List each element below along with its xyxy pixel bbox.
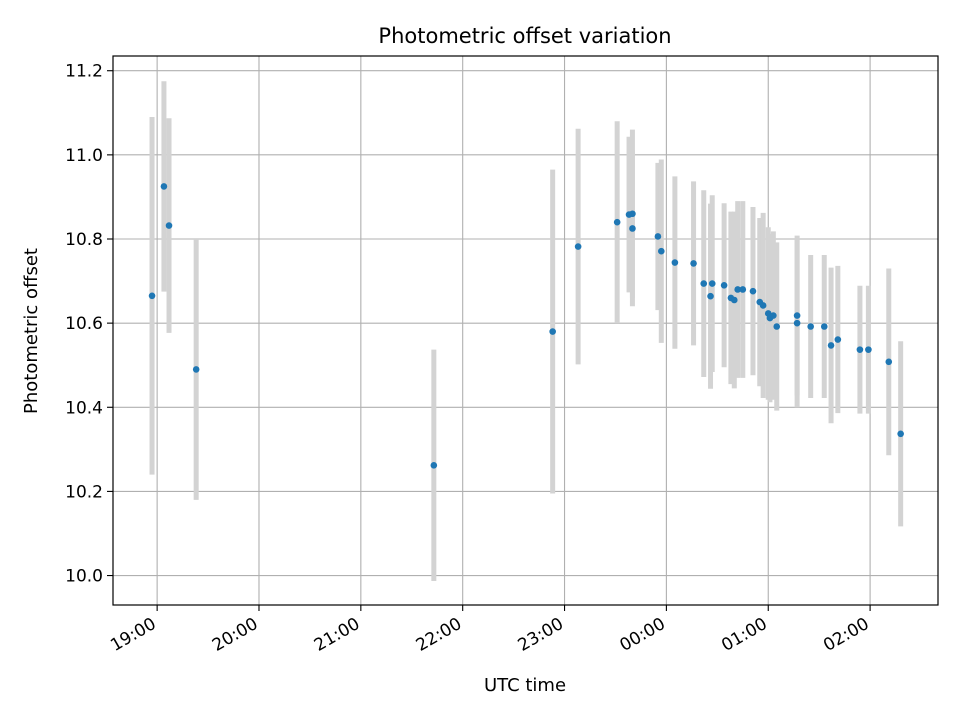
data-point [707, 292, 714, 300]
error-bars [149, 81, 904, 582]
data-point [192, 366, 200, 373]
data-point [770, 312, 777, 319]
grid [113, 56, 938, 605]
x-tick-label: 20:00 [209, 614, 261, 656]
data-point [629, 210, 636, 218]
y-tick-label: 11.0 [65, 146, 103, 166]
data-point [430, 462, 438, 469]
data-point [730, 296, 738, 304]
data-point [671, 259, 679, 266]
data-point [658, 247, 665, 255]
x-tick-label: 02:00 [820, 614, 872, 656]
y-axis-title: Photometric offset [21, 248, 42, 414]
x-axis-title: UTC time [484, 675, 566, 696]
y-tick-label: 10.4 [65, 398, 103, 418]
x-axis: 19:00 20:00 21:00 22:00 23:00 00:00 01:00 02:00 [107, 605, 873, 656]
x-tick-label: 01:00 [718, 614, 770, 656]
data-point [708, 280, 716, 287]
data-point [160, 183, 168, 190]
data-point [654, 233, 662, 240]
data-point [165, 222, 173, 229]
data-point [700, 280, 708, 287]
data-point [807, 323, 814, 330]
data-points [148, 183, 904, 469]
data-point [897, 430, 904, 438]
data-point [613, 218, 621, 226]
data-point [574, 243, 582, 250]
y-tick-label: 10.2 [65, 482, 103, 502]
data-point [793, 312, 801, 319]
data-point [549, 328, 556, 335]
data-point [827, 342, 835, 349]
data-point [856, 346, 864, 353]
chart-title: Photometric offset variation [378, 24, 671, 48]
x-tick-label: 21:00 [311, 614, 363, 656]
data-point [720, 281, 728, 289]
data-point [885, 358, 893, 366]
y-tick-label: 11.2 [65, 62, 103, 82]
data-point [734, 286, 741, 293]
data-point [793, 319, 801, 327]
data-point [749, 287, 757, 295]
data-point [739, 286, 747, 293]
data-point [759, 302, 767, 309]
data-point [690, 260, 697, 267]
y-tick-label: 10.8 [65, 230, 103, 250]
x-tick-label: 00:00 [616, 614, 668, 656]
data-point [820, 323, 828, 330]
data-point [773, 323, 781, 330]
plot-frame [112, 55, 939, 606]
y-tick-label: 10.6 [65, 314, 103, 334]
x-tick-label: 22:00 [413, 614, 465, 656]
data-point [865, 346, 872, 353]
x-tick-label: 19:00 [107, 614, 159, 656]
data-point [629, 225, 636, 232]
data-point [834, 336, 842, 343]
y-tick-label: 10.0 [65, 567, 103, 587]
data-point [148, 292, 156, 300]
y-axis: 10.0 10.2 10.4 10.6 10.8 11.0 11.2 [65, 62, 113, 587]
x-tick-label: 23:00 [515, 614, 567, 656]
